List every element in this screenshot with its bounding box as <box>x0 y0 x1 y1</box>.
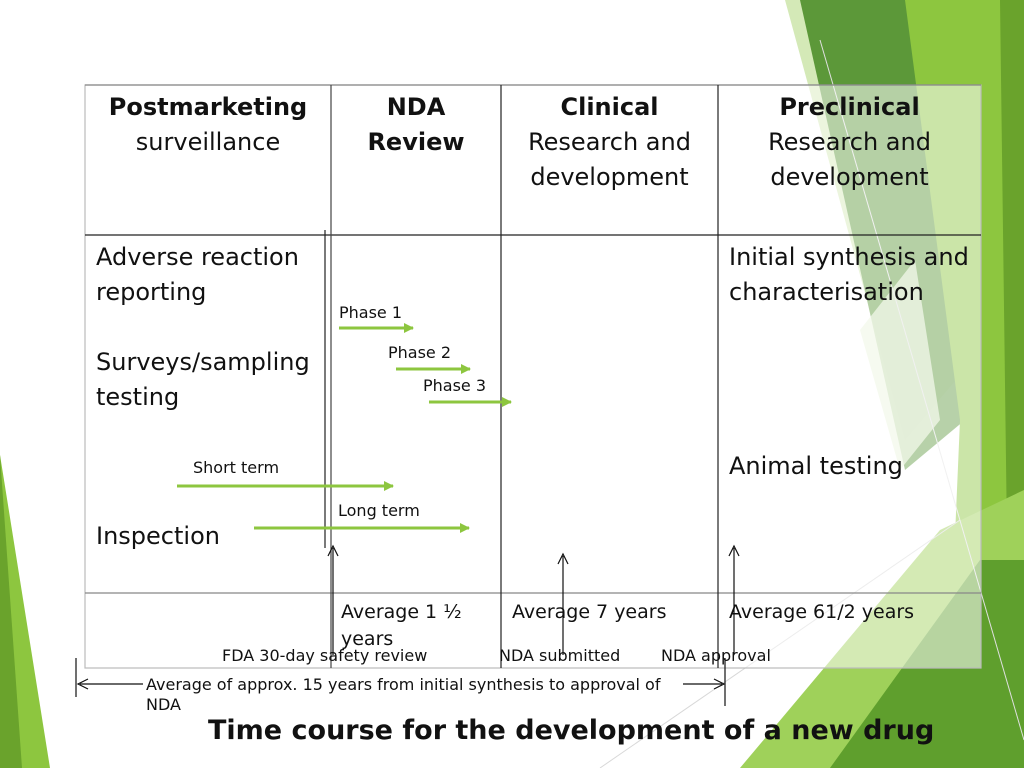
nda-submitted-label: NDA submitted <box>499 646 621 665</box>
inspection-label: Inspection <box>96 522 220 550</box>
synthesis-line-2: characterisation <box>729 278 924 306</box>
average-nda-line-1: Average 1 ½ <box>341 601 462 623</box>
left-green-sliver-dark <box>0 455 22 768</box>
span-label-line-1: Average of approx. 15 years from initial… <box>146 675 661 694</box>
short-term-label: Short term <box>193 458 280 477</box>
phase-arrows <box>177 323 512 533</box>
average-preclinical: Average 61/2 years <box>729 601 915 623</box>
average-nda-line-2: years <box>341 628 394 650</box>
phase-2-label: Phase 2 <box>388 343 452 362</box>
animal-testing-label: Animal testing <box>729 452 903 480</box>
safety-review-label: FDA 30-day safety review <box>222 646 428 665</box>
average-clinical: Average 7 years <box>512 601 667 623</box>
phase-1-label: Phase 1 <box>339 303 403 322</box>
long-term-label: Long term <box>338 501 420 520</box>
adverse-reaction-line-2: reporting <box>96 278 207 306</box>
header-clinical: Clinical Research and development <box>528 93 691 191</box>
surveys-line-1: Surveys/sampling <box>96 348 310 376</box>
surveys-line-2: testing <box>96 383 180 411</box>
milestone-arrows <box>75 544 740 706</box>
phase-3-label: Phase 3 <box>423 376 487 395</box>
table-grid <box>84 84 982 669</box>
adverse-reaction-line-1: Adverse reaction <box>96 243 299 271</box>
header-preclinical: Preclinical Research and development <box>768 93 931 191</box>
header-postmarketing: Postmarketing surveillance <box>108 93 308 156</box>
diagram-title: Time course for the development of a new… <box>208 715 935 746</box>
header-nda-review: NDA Review <box>367 93 465 156</box>
nda-approval-label: NDA approval <box>661 646 771 665</box>
span-label-line-2: NDA <box>146 695 181 714</box>
synthesis-line-1: Initial synthesis and <box>729 243 969 271</box>
